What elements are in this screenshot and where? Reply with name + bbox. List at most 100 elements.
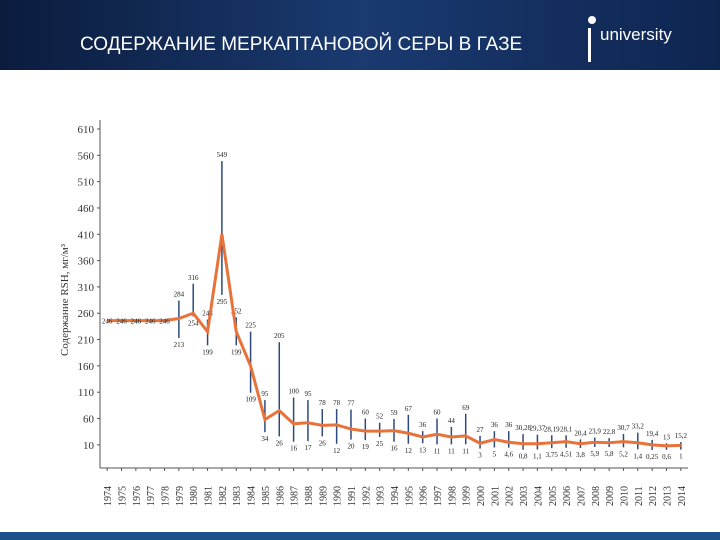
x-tick-label: 2001 bbox=[490, 486, 501, 506]
min-label: 11 bbox=[462, 447, 469, 455]
max-label: 69 bbox=[462, 404, 470, 412]
y-tick-label: 410 bbox=[78, 229, 95, 241]
max-label: 77 bbox=[347, 400, 355, 408]
min-label: 0,6 bbox=[662, 453, 671, 461]
max-label: 205 bbox=[274, 332, 285, 340]
slide-title: СОДЕРЖАНИЕ МЕРКАПТАНОВОЙ СЕРЫ В ГАЗЕ bbox=[80, 33, 522, 55]
y-tick-label: 610 bbox=[78, 124, 95, 136]
max-label: 78 bbox=[319, 399, 327, 407]
x-tick-label: 1976 bbox=[132, 486, 143, 506]
min-label: 295 bbox=[217, 298, 228, 306]
min-label: 19 bbox=[362, 443, 370, 451]
x-tick-label: 1978 bbox=[161, 486, 172, 506]
y-tick-label: 460 bbox=[78, 203, 95, 215]
max-label: 60 bbox=[434, 409, 442, 417]
x-tick-label: 2010 bbox=[619, 486, 630, 506]
x-tick-label: 2000 bbox=[476, 486, 487, 506]
mean-label: 246 bbox=[116, 318, 127, 326]
max-label: 29,37 bbox=[530, 425, 546, 433]
min-label: 25 bbox=[376, 440, 384, 448]
max-label: 36 bbox=[505, 421, 513, 429]
x-tick-label: 2004 bbox=[533, 486, 544, 506]
min-label: 5,8 bbox=[605, 450, 614, 458]
max-label: 78 bbox=[333, 399, 341, 407]
y-axis-label: Содержание RSH, мг/м³ bbox=[59, 243, 71, 356]
min-label: 3,8 bbox=[576, 451, 585, 459]
min-label: 4,6 bbox=[504, 451, 513, 459]
x-tick-label: 2013 bbox=[662, 486, 673, 506]
x-tick-label: 1988 bbox=[304, 486, 315, 506]
x-tick-label: 1982 bbox=[218, 486, 229, 506]
min-label: 11 bbox=[434, 447, 441, 455]
max-label: 44 bbox=[448, 417, 456, 425]
min-label: 1 bbox=[679, 453, 683, 461]
x-tick-label: 2012 bbox=[648, 486, 659, 506]
x-tick-label: 1977 bbox=[146, 486, 157, 506]
x-tick-label: 1983 bbox=[232, 486, 243, 506]
x-tick-label: 1989 bbox=[318, 486, 329, 506]
x-tick-label: 2007 bbox=[576, 486, 587, 506]
max-label: 248 bbox=[202, 310, 213, 318]
x-tick-label: 2005 bbox=[548, 486, 559, 506]
x-tick-label: 1997 bbox=[433, 486, 444, 506]
x-tick-label: 1994 bbox=[390, 486, 401, 506]
max-label: 95 bbox=[304, 390, 312, 398]
max-label: 36 bbox=[419, 421, 427, 429]
x-tick-label: 2003 bbox=[519, 486, 530, 506]
mean-line bbox=[107, 234, 681, 448]
min-label: 13 bbox=[419, 446, 427, 454]
min-label: 16 bbox=[290, 445, 298, 453]
mean-label: 246 bbox=[145, 318, 156, 326]
max-label: 30,7 bbox=[617, 424, 630, 432]
x-tick-label: 1981 bbox=[204, 486, 215, 506]
x-tick-label: 2009 bbox=[605, 486, 616, 506]
max-label: 30,28 bbox=[515, 424, 531, 432]
logo-bar bbox=[588, 28, 591, 62]
x-tick-label: 1979 bbox=[175, 486, 186, 506]
logo: university bbox=[600, 25, 672, 44]
y-tick-label: 310 bbox=[78, 282, 95, 294]
x-tick-label: 1987 bbox=[290, 486, 301, 506]
max-label: 22,8 bbox=[603, 428, 616, 436]
max-label: 100 bbox=[288, 387, 299, 395]
footer-bar bbox=[0, 532, 720, 540]
x-tick-label: 2014 bbox=[677, 486, 688, 506]
min-label: 0,8 bbox=[519, 453, 528, 461]
x-tick-label: 1995 bbox=[404, 486, 415, 506]
max-label: 33,2 bbox=[632, 423, 645, 431]
min-label: 213 bbox=[174, 341, 185, 349]
min-label: 199 bbox=[202, 348, 213, 356]
mean-label: 246 bbox=[131, 318, 142, 326]
min-label: 12 bbox=[333, 447, 341, 455]
y-tick-label: 210 bbox=[78, 335, 95, 347]
max-label: 23,9 bbox=[589, 428, 602, 436]
max-label: 225 bbox=[245, 322, 256, 330]
x-tick-label: 2011 bbox=[634, 486, 645, 506]
y-tick-label: 60 bbox=[83, 414, 95, 426]
min-label: 20 bbox=[347, 443, 355, 451]
min-label: 1,4 bbox=[633, 452, 642, 460]
max-label: 28,1 bbox=[560, 425, 573, 433]
y-tick-label: 10 bbox=[83, 440, 95, 452]
min-label: 3,75 bbox=[546, 451, 559, 459]
x-tick-label: 1996 bbox=[419, 486, 430, 506]
min-label: 5,2 bbox=[619, 450, 628, 458]
x-tick-label: 2006 bbox=[562, 486, 573, 506]
min-label: 12 bbox=[405, 447, 413, 455]
x-tick-label: 1985 bbox=[261, 486, 272, 506]
min-label: 254 bbox=[188, 319, 199, 327]
x-tick-label: 2008 bbox=[591, 486, 602, 506]
max-label: 252 bbox=[231, 307, 242, 315]
max-label: 15,2 bbox=[675, 432, 688, 440]
max-label: 60 bbox=[362, 409, 370, 417]
max-label: 67 bbox=[405, 405, 413, 413]
min-label: 17 bbox=[304, 444, 312, 452]
x-tick-label: 1990 bbox=[333, 486, 344, 506]
y-tick-label: 360 bbox=[78, 256, 95, 268]
y-tick-label: 510 bbox=[78, 177, 95, 189]
x-tick-label: 1999 bbox=[462, 486, 473, 506]
max-label: 20,4 bbox=[574, 429, 587, 437]
x-tick-label: 1974 bbox=[103, 486, 114, 506]
x-tick-label: 2002 bbox=[505, 486, 516, 506]
